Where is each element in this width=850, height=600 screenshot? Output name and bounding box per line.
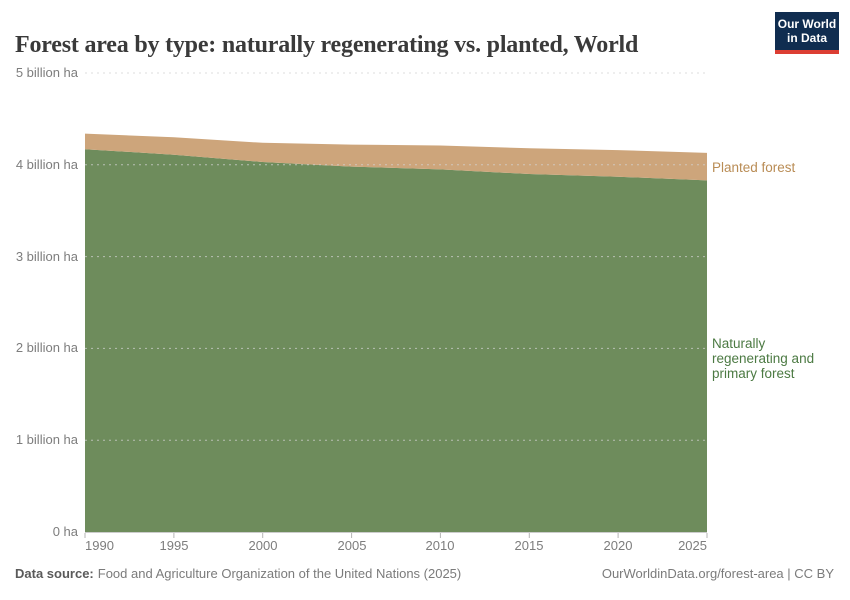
y-axis-tick-1: 1 billion ha — [15, 432, 78, 447]
x-axis-tick-2025: 2025 — [678, 538, 707, 553]
data-source-note: Data source: Food and Agriculture Organiz… — [15, 565, 461, 582]
data-source-label: Data source: — [15, 566, 94, 581]
series-label-planted-forest: Planted forest — [712, 160, 796, 175]
y-axis-tick-2: 2 billion ha — [15, 340, 78, 355]
data-source-text: Food and Agriculture Organization of the… — [97, 566, 462, 581]
series-label-natural-forest: Naturally regenerating and primary fores… — [712, 336, 847, 381]
x-axis-tick-2020: 2020 — [603, 538, 633, 553]
y-axis-tick-3: 3 billion ha — [15, 249, 78, 264]
owid-logo-line1: Our World — [777, 17, 837, 31]
owid-logo-line2: in Data — [786, 31, 827, 45]
y-axis-tick-5: 5 billion ha — [15, 65, 78, 80]
x-axis-tick-2000: 2000 — [248, 538, 278, 553]
x-axis-tick-2015: 2015 — [514, 538, 544, 553]
series-label-natural-line1: Naturally — [712, 336, 766, 351]
owid-credit-link[interactable]: OurWorldinData.org/forest-area | CC BY — [601, 566, 834, 581]
chart-footer: Data source: Food and Agriculture Organiz… — [15, 565, 834, 582]
x-axis-tick-2005: 2005 — [337, 538, 367, 553]
series-label-natural-line3: primary forest — [712, 366, 795, 381]
chart-title: Forest area by type: naturally regenerat… — [15, 32, 639, 59]
x-axis-tick-1990: 1990 — [85, 538, 114, 553]
y-axis-tick-0: 0 ha — [52, 524, 78, 539]
x-axis-tick-1995: 1995 — [159, 538, 189, 553]
x-axis-tick-2010: 2010 — [425, 538, 455, 553]
y-axis-tick-4: 4 billion ha — [15, 157, 78, 172]
owid-logo[interactable]: Our World in Data — [775, 12, 839, 54]
series-label-natural-line2: regenerating and — [712, 351, 815, 366]
